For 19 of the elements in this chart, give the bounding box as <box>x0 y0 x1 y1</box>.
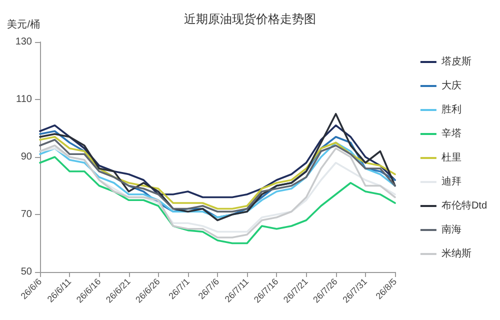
legend-label: 杜里 <box>441 152 462 164</box>
legend-label: 胜利 <box>441 104 462 116</box>
legend-label: 米纳斯 <box>441 248 472 260</box>
line-series <box>39 156 396 244</box>
line-series <box>39 112 396 222</box>
legend-label: 辛塔 <box>441 128 462 140</box>
legend-label: 迪拜 <box>441 176 462 188</box>
y-axis-title: 美元/桶 <box>7 18 40 30</box>
y-tick-label: 130 <box>15 36 32 48</box>
legend-label: 大庆 <box>441 80 462 92</box>
y-tick-label: 70 <box>20 209 32 220</box>
chart-title: 近期原油现货价格走势图 <box>184 12 316 26</box>
y-tick-label: 90 <box>20 152 32 162</box>
legend-label: 布伦特Dtd <box>441 200 487 212</box>
line-series <box>39 124 396 198</box>
legend-label: 塔皮斯 <box>440 56 472 68</box>
y-tick-label: 50 <box>20 266 32 278</box>
y-tick-label: 110 <box>16 94 32 105</box>
legend-label: 南海 <box>441 224 462 236</box>
